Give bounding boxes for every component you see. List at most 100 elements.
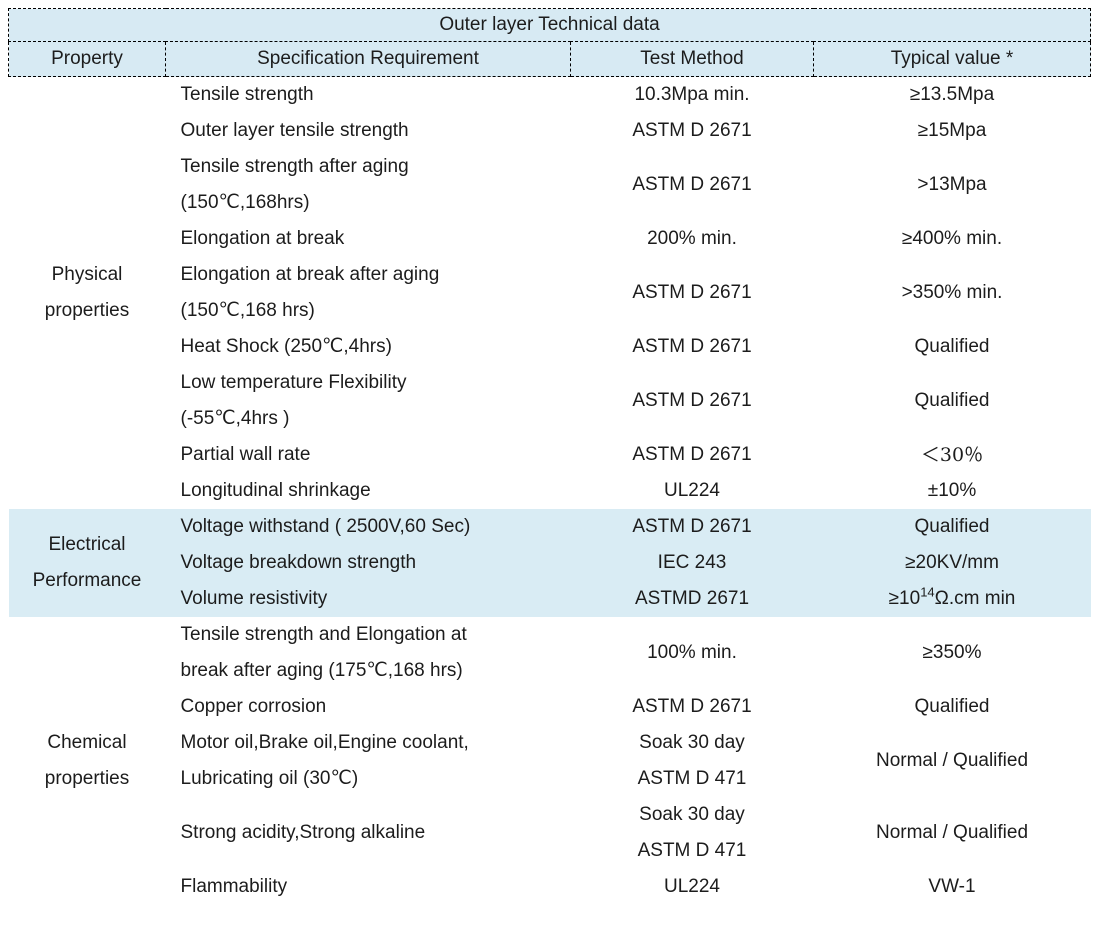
spec-text: break after aging (175℃,168 hrs) xyxy=(180,660,463,681)
value-cell: VW-1 xyxy=(813,869,1091,905)
spec-cell: Flammability xyxy=(165,869,571,905)
spec-cell: Elongation at break xyxy=(165,221,571,257)
spec-cell: Partial wall rate xyxy=(165,437,571,473)
spec-text: (150℃,168 hrs) xyxy=(180,300,315,321)
value-cell: >350% min. xyxy=(813,257,1091,329)
value-text: ≥10 xyxy=(888,588,921,609)
spec-cell: Heat Shock (250℃,4hrs) xyxy=(165,329,571,365)
test-text: ASTM D 2671 xyxy=(632,696,752,717)
table-row: Heat Shock (250℃,4hrs) ASTM D 2671 Quali… xyxy=(9,329,1091,365)
spec-text: Tensile strength after aging xyxy=(180,156,409,177)
test-cell: ASTM D 2671 xyxy=(570,329,814,365)
spec-text: Voltage withstand ( 2500V,60 Sec) xyxy=(180,516,471,537)
test-cell: 10.3Mpa min. xyxy=(570,76,814,113)
spec-text: Tensile strength and Elongation at xyxy=(180,624,467,645)
spec-text: Copper corrosion xyxy=(180,696,327,717)
table-row: Chemical properties Tensile strength and… xyxy=(8,617,1091,905)
test-text: Soak 30 day xyxy=(639,732,745,753)
spec-cell: Tensile strength after aging (150℃,168hr… xyxy=(165,149,571,221)
value-text: Ω.cm min xyxy=(934,588,1016,609)
spec-cell: Elongation at break after aging (150℃,16… xyxy=(165,257,571,329)
value-cell: ≥1014Ω.cm min xyxy=(813,581,1091,617)
value-cell: ＜30％ xyxy=(813,437,1091,473)
spec-text: Outer layer tensile strength xyxy=(180,120,409,141)
test-cell: 200% min. xyxy=(570,221,814,257)
value-cell: Normal / Qualified xyxy=(813,797,1091,869)
test-text: ASTM D 471 xyxy=(637,840,747,861)
value-cell: ≥400% min. xyxy=(813,221,1091,257)
value-cell: ±10% xyxy=(813,473,1091,509)
table-row: Tensile strength after aging (150℃,168hr… xyxy=(9,149,1091,221)
table-row: Electrical Performance Voltage withstand… xyxy=(8,509,1091,617)
column-header-test-method: Test Method xyxy=(570,41,814,77)
test-cell: ASTM D 2671 xyxy=(570,113,814,149)
test-cell: Soak 30 day ASTM D 471 xyxy=(570,797,814,869)
value-cell: Qualified xyxy=(813,689,1091,725)
test-cell: IEC 243 xyxy=(570,545,814,581)
test-cell: UL224 xyxy=(570,473,814,509)
test-text: ASTM D 2671 xyxy=(632,444,752,465)
spec-text: Volume resistivity xyxy=(180,588,328,609)
spec-cell: Copper corrosion xyxy=(165,689,571,725)
test-cell: ASTM D 2671 xyxy=(570,689,814,725)
test-cell: ASTMD 2671 xyxy=(570,581,814,617)
test-cell: ASTM D 2671 xyxy=(570,149,814,221)
test-cell: ASTM D 2671 xyxy=(570,365,814,437)
table-row: Volume resistivity ASTMD 2671 ≥1014Ω.cm … xyxy=(9,581,1091,617)
test-text: UL224 xyxy=(664,480,720,501)
test-text: 200% min. xyxy=(647,228,737,249)
spec-cell: Strong acidity,Strong alkaline xyxy=(165,797,571,869)
property-group-electrical: Electrical Performance xyxy=(8,509,166,617)
column-header-specification: Specification Requirement xyxy=(165,41,571,77)
test-text: UL224 xyxy=(664,876,720,897)
spec-text: Longitudinal shrinkage xyxy=(180,480,371,501)
value-cell: Normal / Qualified xyxy=(813,725,1091,797)
test-text: ASTM D 2671 xyxy=(632,516,752,537)
table-title: Outer layer Technical data xyxy=(7,8,1092,42)
spec-text: Elongation at break xyxy=(180,228,345,249)
spec-cell: Outer layer tensile strength xyxy=(165,113,571,149)
spec-text: Flammability xyxy=(180,876,288,897)
test-text: Soak 30 day xyxy=(639,804,745,825)
spec-text: Elongation at break after aging xyxy=(180,264,440,285)
table-row: Flammability UL224 VW-1 xyxy=(9,869,1091,905)
spec-text: Strong acidity,Strong alkaline xyxy=(180,822,426,843)
test-text: IEC 243 xyxy=(657,552,727,573)
table-row: Motor oil,Brake oil,Engine coolant, Lubr… xyxy=(9,725,1091,797)
property-group-physical: Physical properties xyxy=(8,76,166,509)
value-cell: >13Mpa xyxy=(813,149,1091,221)
test-text: ASTMD 2671 xyxy=(634,588,750,609)
spec-cell: Voltage withstand ( 2500V,60 Sec) xyxy=(165,509,571,545)
table-row: Outer layer tensile strength ASTM D 2671… xyxy=(9,113,1091,149)
test-text: 10.3Mpa min. xyxy=(634,84,750,105)
spec-cell: Longitudinal shrinkage xyxy=(165,473,571,509)
test-cell: UL224 xyxy=(570,869,814,905)
test-cell: Soak 30 day ASTM D 471 xyxy=(570,725,814,797)
spec-text: Motor oil,Brake oil,Engine coolant, xyxy=(180,732,469,753)
table-row: Physical properties Tensile strength 10.… xyxy=(8,76,1091,509)
column-header-property: Property xyxy=(8,41,166,77)
test-cell: 100% min. xyxy=(570,617,814,689)
test-cell: ASTM D 2671 xyxy=(570,257,814,329)
table-row: Elongation at break 200% min. ≥400% min. xyxy=(9,221,1091,257)
test-text: ASTM D 2671 xyxy=(632,120,752,141)
table-row: Elongation at break after aging (150℃,16… xyxy=(9,257,1091,329)
spec-text: Lubricating oil (30℃) xyxy=(180,768,359,789)
table-row: Strong acidity,Strong alkaline Soak 30 d… xyxy=(9,797,1091,869)
table-row: Longitudinal shrinkage UL224 ±10% xyxy=(9,473,1091,509)
spec-text: Heat Shock (250℃,4hrs) xyxy=(180,336,392,357)
spec-cell: Tensile strength xyxy=(165,76,571,113)
test-text: 100% min. xyxy=(647,642,737,663)
test-text: ASTM D 2671 xyxy=(632,390,752,411)
test-cell: ASTM D 2671 xyxy=(570,509,814,545)
spec-cell: Volume resistivity xyxy=(165,581,571,617)
table-row: Partial wall rate ASTM D 2671 ＜30％ xyxy=(9,437,1091,473)
column-header-typical-value: Typical value * xyxy=(812,41,1092,77)
spec-text: Tensile strength xyxy=(180,84,314,105)
table-row: Low temperature Flexibility (-55℃,4hrs )… xyxy=(9,365,1091,437)
spec-text: Voltage breakdown strength xyxy=(180,552,417,573)
value-cell: Qualified xyxy=(813,365,1091,437)
table-row: Voltage breakdown strength IEC 243 ≥20KV… xyxy=(9,545,1091,581)
test-text: ASTM D 2671 xyxy=(632,174,752,195)
value-cell: Qualified xyxy=(813,329,1091,365)
